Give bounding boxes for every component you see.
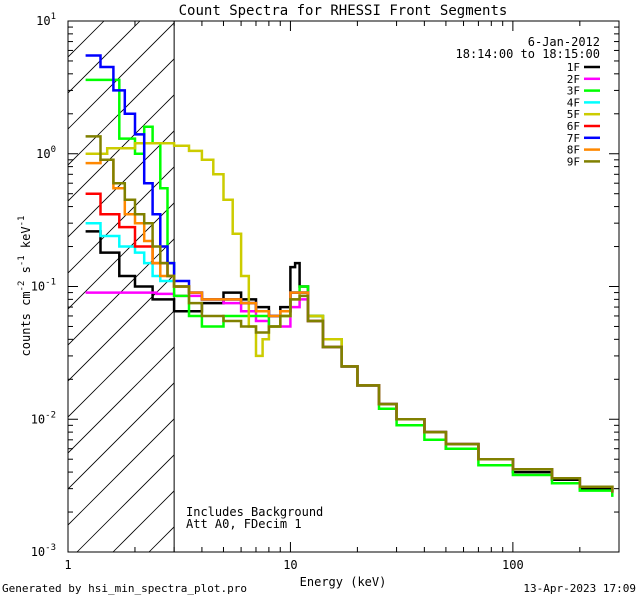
y-axis: 10-3 10-2 10-1 100 101	[31, 12, 619, 559]
footer-timestamp: 13-Apr-2023 17:09	[523, 582, 636, 595]
hatch-line	[68, 238, 175, 346]
y-tick-label: 10-1	[31, 278, 56, 294]
series-5F-line	[85, 141, 614, 493]
hatch-line	[68, 418, 175, 526]
legend-label-5F: 5F	[567, 108, 580, 121]
annotation-0: Includes Background	[186, 505, 323, 519]
hatch-line	[257, 21, 640, 552]
hatch-line	[329, 21, 640, 552]
footer-generated: Generated by hsi_min_spectra_plot.pro	[2, 582, 248, 595]
hatch-line	[365, 21, 640, 552]
legend-label-2F: 2F	[567, 73, 580, 86]
legend-label-1F: 1F	[567, 61, 580, 74]
hatch-line	[112, 490, 175, 552]
hatch-line	[68, 382, 175, 490]
series-6F-line	[85, 192, 614, 493]
legend-label-7F: 7F	[567, 132, 580, 145]
x-axis-label: Energy (keV)	[300, 575, 387, 589]
y-axis-label: counts cm-2 s-1 keV-1	[17, 216, 33, 357]
series-7F-line	[85, 54, 614, 493]
series-1F-line	[85, 230, 614, 493]
hatch-line	[68, 274, 175, 382]
hatch-line	[293, 21, 640, 552]
series-9F-line	[85, 135, 614, 493]
date-label: 6-Jan-2012	[528, 35, 600, 49]
hatch-line	[545, 21, 640, 552]
legend-label-9F: 9F	[567, 155, 580, 168]
series-8F-line	[85, 158, 614, 493]
y-tick-label: 101	[36, 12, 56, 28]
chart-title: Count Spectra for RHESSI Front Segments	[179, 3, 508, 19]
x-tick-label: 1	[64, 558, 71, 572]
x-tick-label: 100	[502, 558, 524, 572]
series-group	[85, 54, 614, 497]
y-tick-label: 100	[36, 145, 56, 161]
legend-label-3F: 3F	[567, 85, 580, 98]
hatch-line	[76, 454, 175, 552]
x-axis: 1 10 100	[64, 21, 620, 572]
y-tick-label: 10-3	[31, 543, 56, 559]
hatch-line	[68, 94, 175, 202]
hatch-line	[68, 58, 175, 166]
hatch-line	[68, 22, 175, 130]
legend-label-4F: 4F	[567, 96, 580, 109]
annotation-1: Att A0, FDecim 1	[186, 517, 302, 531]
y-tick-label: 10-2	[31, 410, 56, 426]
time-range-label: 18:14:00 to 18:15:00	[456, 47, 601, 61]
x-tick-label: 10	[283, 558, 297, 572]
hatch-line	[617, 21, 640, 552]
legend-label-8F: 8F	[567, 144, 580, 157]
hatch-line	[68, 202, 175, 310]
legend-label-6F: 6F	[567, 120, 580, 133]
